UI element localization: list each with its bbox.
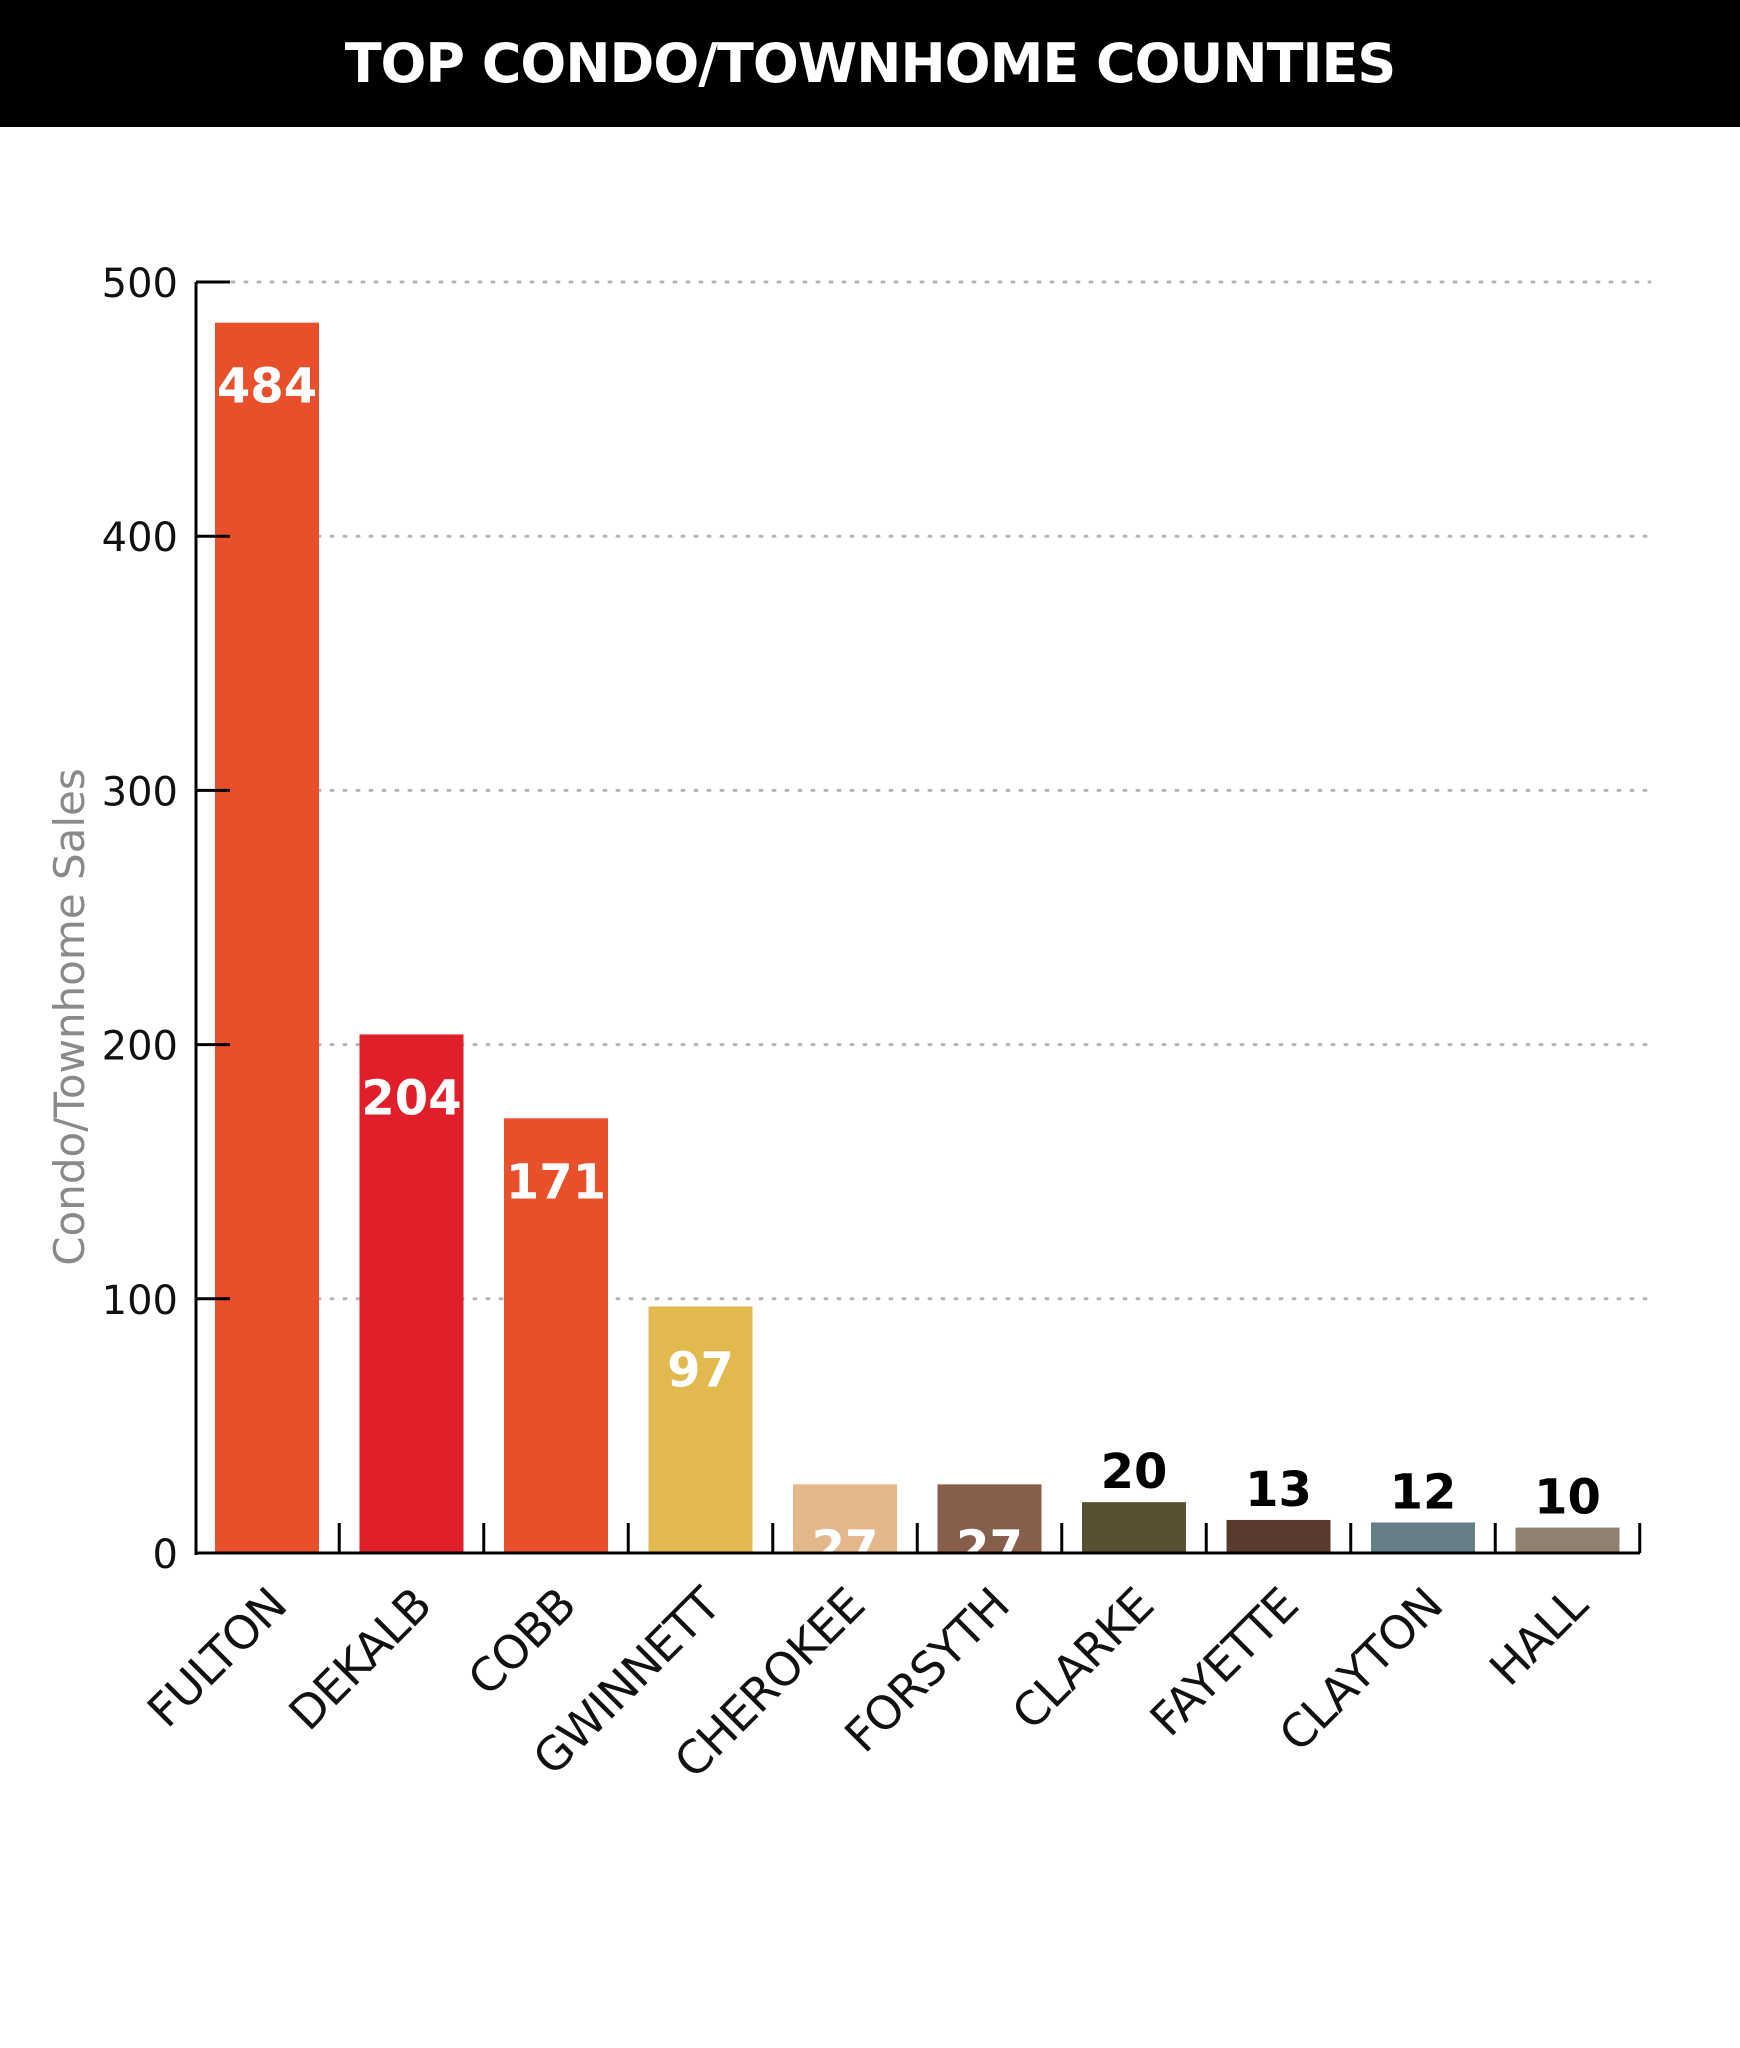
value-label: 27 bbox=[812, 1520, 879, 1576]
x-category-label: CLARKE bbox=[1002, 1578, 1164, 1740]
y-tick-label: 200 bbox=[102, 1024, 178, 1070]
bar-clayton bbox=[1371, 1522, 1475, 1553]
x-category-label: HALL bbox=[1479, 1577, 1598, 1696]
value-label: 484 bbox=[217, 359, 317, 415]
value-label: 97 bbox=[667, 1342, 734, 1398]
y-tick-label: 0 bbox=[153, 1532, 178, 1578]
value-label: 171 bbox=[506, 1154, 606, 1210]
value-label: 20 bbox=[1101, 1444, 1168, 1500]
bar-fulton bbox=[215, 322, 319, 1553]
y-tick-label: 100 bbox=[102, 1278, 178, 1324]
value-label: 13 bbox=[1245, 1462, 1312, 1518]
bar-dekalb bbox=[359, 1034, 464, 1553]
bar-fayette bbox=[1226, 1519, 1331, 1553]
bar-forsyth bbox=[937, 1484, 1042, 1553]
chart-title-bar: TOP CONDO/TOWNHOME COUNTIES bbox=[0, 0, 1740, 127]
bar-hall bbox=[1515, 1527, 1620, 1553]
bar-gwinnett bbox=[648, 1306, 753, 1553]
bar-cherokee bbox=[793, 1484, 897, 1553]
x-category-label: DEKALB bbox=[278, 1578, 441, 1741]
y-tick-label: 300 bbox=[102, 769, 178, 815]
value-label: 27 bbox=[956, 1520, 1023, 1576]
x-category-label: COBB bbox=[457, 1578, 585, 1706]
y-tick-label: 400 bbox=[102, 515, 178, 561]
value-label: 12 bbox=[1390, 1464, 1457, 1520]
value-label: 10 bbox=[1534, 1470, 1601, 1526]
bar-cobb bbox=[504, 1118, 608, 1553]
y-axis-title: Condo/Townhome Sales bbox=[45, 768, 94, 1266]
value-label: 204 bbox=[361, 1070, 461, 1126]
y-tick-label: 500 bbox=[102, 261, 178, 307]
chart-title: TOP CONDO/TOWNHOME COUNTIES bbox=[344, 32, 1397, 95]
x-category-label: FULTON bbox=[137, 1578, 297, 1738]
bar-clarke bbox=[1082, 1502, 1186, 1553]
